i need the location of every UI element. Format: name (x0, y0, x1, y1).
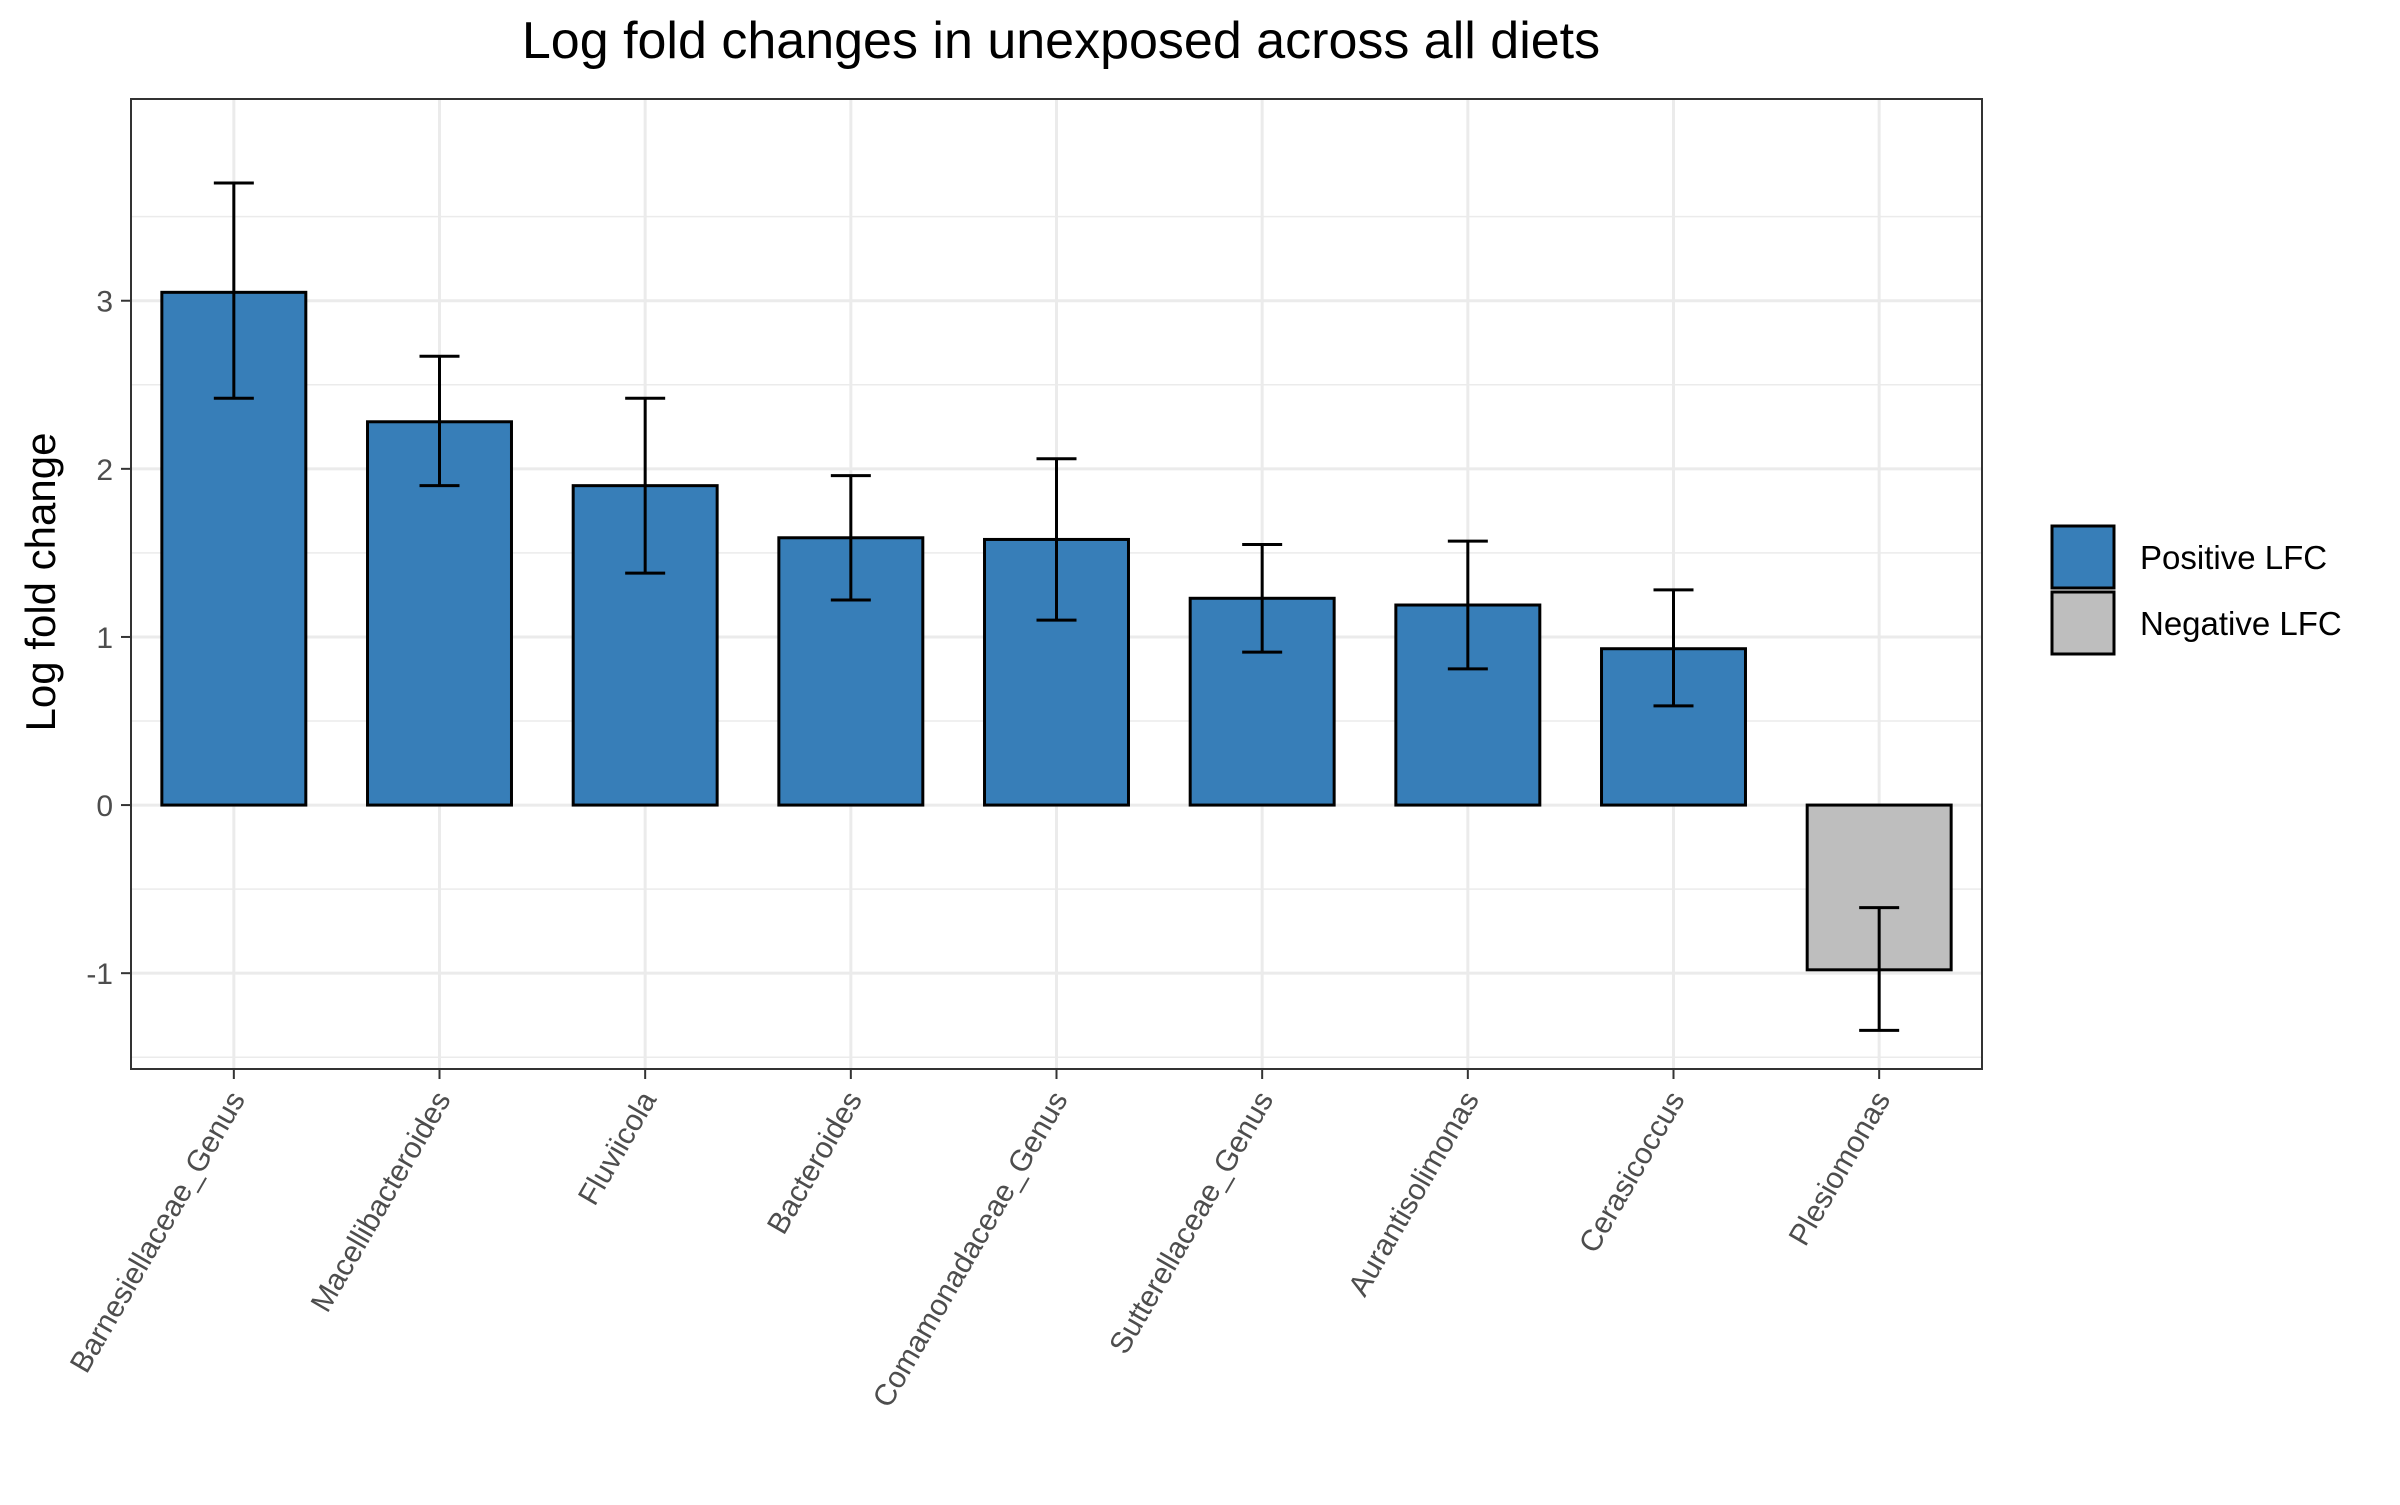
error-bar (213, 181, 254, 400)
bar-comamonadaceae-genus (983, 537, 1130, 807)
error-bar (1447, 539, 1488, 671)
x-tick-label: Macellibacteroides (305, 1086, 458, 1318)
legend-item: Positive LFC (2050, 524, 2327, 590)
y-tick-label: -1 (86, 958, 113, 991)
bar-bacteroides (777, 536, 925, 807)
x-tick-label: Fluviicola (572, 1086, 663, 1211)
x-tick-label: Cerasicoccus (1573, 1086, 1692, 1258)
y-tick-label: 3 (96, 286, 113, 319)
x-axis: Barnesiellaceae_Genus Macellibacteroides F… (64, 1069, 1897, 1413)
y-tick-label: 0 (96, 790, 113, 823)
y-tick-label: 2 (96, 454, 113, 487)
legend-swatch (2050, 524, 2116, 590)
y-axis: -1 0 1 2 3 (86, 286, 131, 991)
legend: Positive LFC Negative LFC (2050, 524, 2342, 656)
y-axis-title: Log fold change (17, 433, 64, 732)
error-bar (1859, 906, 1900, 1032)
error-bars (213, 181, 1900, 1032)
x-tick-label: Comamonadaceae_Genus (867, 1086, 1075, 1413)
x-tick-label: Plesiomonas (1783, 1086, 1897, 1251)
legend-label: Positive LFC (2140, 539, 2327, 576)
error-bar (1036, 457, 1077, 622)
x-tick-label: Sutterellaceae_Genus (1103, 1086, 1280, 1360)
x-tick-label: Barnesiellaceae_Genus (64, 1086, 252, 1378)
error-bar (1242, 542, 1283, 654)
error-bar (625, 396, 666, 575)
x-tick-label: Bacteroides (761, 1086, 869, 1240)
bars (160, 290, 1953, 972)
x-tick-label: Aurantisolimonas (1342, 1086, 1486, 1302)
legend-label: Negative LFC (2140, 605, 2342, 642)
y-tick-label: 1 (96, 622, 113, 655)
error-bar (419, 354, 460, 488)
legend-item: Negative LFC (2050, 590, 2342, 656)
legend-swatch (2050, 590, 2116, 656)
error-bar (1653, 588, 1694, 708)
error-bar (830, 474, 871, 602)
chart-title: Log fold changes in unexposed across all… (522, 12, 1600, 70)
